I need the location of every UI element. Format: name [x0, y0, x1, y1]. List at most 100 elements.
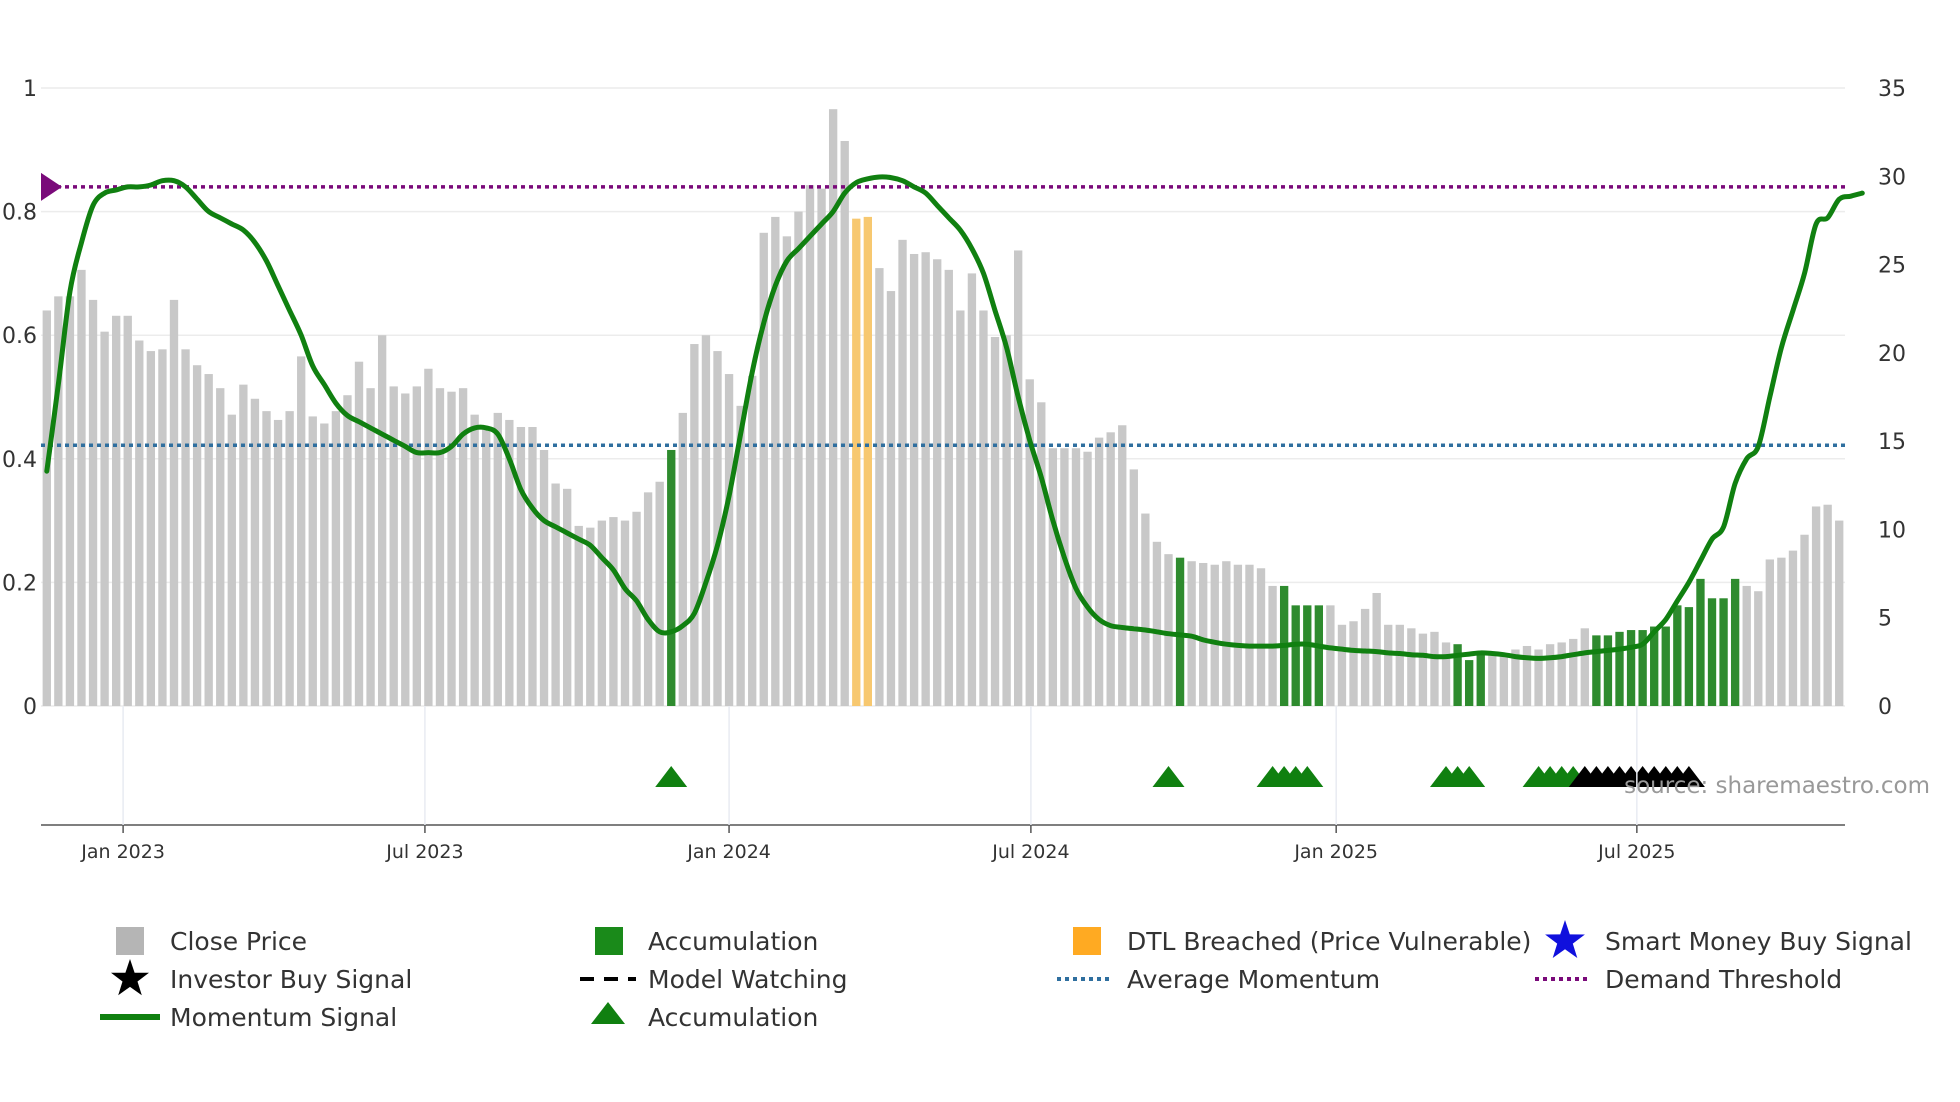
dtl-breached-bar — [863, 216, 872, 706]
close-price-bar — [343, 395, 352, 706]
close-price-bar — [632, 511, 641, 706]
accumulation-signal-marker — [1291, 766, 1324, 787]
close-price-bar — [1233, 564, 1243, 706]
x-tick-label: Jan 2024 — [686, 841, 771, 863]
close-price-bar — [1002, 335, 1011, 706]
legend-label-accumulation-signal: Accumulation — [648, 1003, 818, 1032]
close-price-bar — [1048, 448, 1058, 706]
close-price-bar — [1499, 653, 1509, 706]
close-price-bar — [1800, 534, 1809, 706]
close-price-bar — [643, 492, 653, 706]
left-tick-label: 0.8 — [2, 201, 37, 226]
dtl-swatch — [1073, 927, 1101, 955]
legend-label-investor-buy: Investor Buy Signal — [170, 965, 412, 994]
left-axis-ticks: 0 0.2 0.4 0.6 0.8 1 — [2, 77, 37, 720]
close-price-bar — [158, 349, 167, 706]
close-price-bar — [620, 520, 630, 706]
close-price-bar — [1360, 608, 1370, 706]
close-price-bar — [1777, 557, 1786, 706]
legend-label-average-momentum: Average Momentum — [1127, 965, 1380, 994]
close-price-swatch — [116, 927, 144, 955]
legend-item-demand-threshold: Demand Threshold — [1535, 965, 1842, 994]
close-price-bar — [921, 252, 930, 706]
close-price-bar — [216, 388, 225, 706]
close-price-bar — [713, 351, 722, 706]
close-price-bar — [990, 336, 1000, 706]
legend-item-accumulation-signal: Accumulation — [591, 1002, 818, 1032]
close-price-bar — [771, 216, 780, 706]
close-price-bar — [65, 296, 75, 706]
close-price-bar — [528, 427, 537, 706]
investor-signal-marker — [1672, 766, 1705, 787]
close-price-bar — [586, 527, 595, 706]
investor-star-icon — [111, 959, 149, 996]
close-price-bar — [574, 525, 583, 706]
close-price-bar — [1407, 628, 1416, 706]
close-price-bar — [759, 232, 768, 707]
demand-threshold-marker — [41, 172, 62, 201]
close-price-bar — [724, 374, 734, 706]
close-price-bar — [1349, 621, 1358, 706]
legend-label-accumulation: Accumulation — [648, 927, 818, 956]
legend-label-close-price: Close Price — [170, 927, 307, 956]
close-price-bar — [412, 386, 421, 706]
close-price-bar — [840, 140, 849, 707]
close-price-bar — [1014, 250, 1023, 706]
close-price-bar — [54, 296, 63, 706]
accumulation-bar — [1453, 644, 1462, 706]
close-price-bar — [1187, 561, 1196, 706]
x-tick-label: Jan 2023 — [80, 841, 165, 863]
accumulation-bar — [1719, 598, 1728, 706]
close-price-bar — [1418, 633, 1428, 706]
legend-item-investor-buy: Investor Buy Signal — [111, 959, 412, 996]
close-price-bar — [597, 520, 607, 706]
right-axis-ticks: 0 5 10 15 20 25 30 35 — [1878, 77, 1906, 720]
close-price-bar — [1222, 561, 1231, 706]
close-price-bar — [748, 375, 757, 706]
accumulation-signal-marker — [1453, 766, 1486, 787]
close-price-bar — [1742, 585, 1751, 706]
close-price-bar — [112, 315, 121, 706]
close-price-bar — [505, 419, 514, 706]
close-price-bar — [1129, 469, 1138, 706]
accumulation-bar — [667, 449, 676, 706]
close-price-bar — [77, 269, 86, 706]
close-price-bar — [482, 428, 491, 706]
close-price-bar — [1245, 564, 1254, 706]
x-tick-label: Jul 2025 — [1597, 841, 1675, 863]
close-price-bar — [239, 384, 248, 706]
close-price-bar — [100, 331, 109, 706]
close-price-bar — [1765, 559, 1774, 706]
close-price-bar — [1256, 568, 1266, 706]
legend-item-average-momentum: Average Momentum — [1057, 965, 1380, 994]
price-bars — [42, 109, 1844, 707]
close-price-bar — [1071, 448, 1081, 706]
close-price-bar — [1511, 649, 1520, 706]
legend-label-demand-threshold: Demand Threshold — [1605, 965, 1842, 994]
close-price-bar — [308, 416, 317, 706]
close-price-bar — [1210, 564, 1219, 706]
x-tick-label: Jul 2024 — [991, 841, 1069, 863]
accumulation-bar — [1291, 605, 1300, 706]
close-price-bar — [1754, 591, 1763, 706]
accumulation-bar — [1175, 557, 1185, 706]
accumulation-bar — [1465, 660, 1474, 706]
close-price-bar — [1788, 550, 1798, 706]
close-price-bar — [563, 488, 572, 706]
right-tick-label: 30 — [1878, 165, 1906, 190]
close-price-bar — [1060, 448, 1069, 706]
right-tick-label: 35 — [1878, 77, 1906, 102]
close-price-bar — [285, 411, 294, 706]
close-price-bar — [1835, 520, 1844, 706]
close-price-bar — [539, 449, 549, 706]
accumulation-signal-marker — [1152, 766, 1185, 787]
accumulation-swatch — [595, 927, 623, 955]
close-price-bar — [227, 414, 236, 706]
close-price-bar — [377, 335, 387, 706]
close-price-bar — [1441, 642, 1451, 706]
accumulation-bar — [1638, 630, 1647, 706]
accumulation-bar — [1661, 626, 1670, 706]
left-tick-label: 0.6 — [2, 324, 37, 349]
close-price-bar — [1326, 605, 1335, 706]
close-price-bar — [192, 365, 202, 706]
